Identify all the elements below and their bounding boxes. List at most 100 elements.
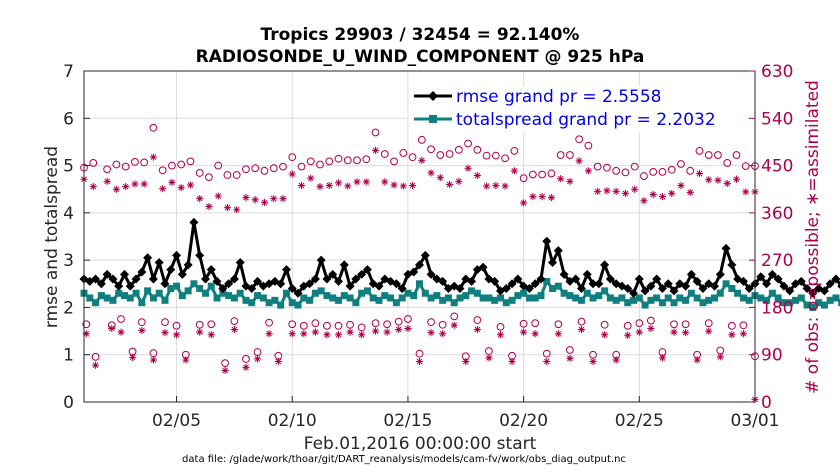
right-tick-label: 540 [761,109,793,129]
obs-assimilated-marker [566,177,574,185]
obs-assimilated-marker [538,192,546,201]
legend-rmse-text: rmse grand pr = 2.5558 [456,87,661,107]
rmse-point [825,279,835,289]
rmse-point [542,236,552,246]
obs-possible-marker [727,321,736,330]
obs-possible-marker [177,160,186,169]
obs-assimilated-marker [279,195,287,203]
totalspread-point [109,296,117,304]
left-tick-label: 0 [63,393,74,413]
totalspread-point [149,294,157,302]
obs-possible-marker [667,165,676,174]
obs-assimilated-marker [311,328,319,336]
obs-assimilated-marker [510,167,518,175]
obs-assimilated-marker [223,204,232,212]
rmse-point [409,267,419,277]
obs-assimilated-marker [233,206,241,214]
totalspread-point [502,299,510,307]
obs-possible-marker [584,141,593,150]
rmse-point [218,284,228,294]
obs-possible-marker [593,162,602,171]
rmse-point [571,274,581,284]
obs-assimilated-marker [681,329,690,337]
totalspread-point [618,294,626,302]
obs-possible-marker [334,154,343,163]
rmse-point [663,279,673,289]
obs-assimilated-marker [399,182,407,190]
obs-assimilated-marker [161,329,169,337]
totalspread-point [86,294,94,302]
rmse-point [524,284,534,294]
obs-possible-marker [640,172,648,180]
obs-possible-marker [362,155,371,164]
obs-possible-marker [556,151,565,159]
rmse-point [796,276,806,286]
totalspread-point [300,294,308,302]
left-tick-label: 3 [63,251,74,271]
rmse-point [91,274,101,284]
obs-assimilated-marker [251,196,259,204]
obs-assimilated-marker [439,330,447,338]
obs-assimilated-marker [436,174,444,182]
obs-possible-marker [186,157,195,166]
obs-assimilated-marker [149,153,158,161]
totalspread-point [317,287,325,295]
obs-possible-marker [168,161,176,170]
obs-possible-marker [501,154,510,163]
obs-possible-marker [565,151,574,159]
rmse-point [808,288,818,298]
obs-possible-marker [137,318,146,327]
obs-assimilated-marker [270,195,278,203]
obs-assimilated-marker [716,353,724,361]
right-tick-label: 180 [761,298,793,318]
rmse-point [166,265,176,275]
x-tick-label: 02/20 [499,411,548,431]
totalspread-point [473,289,481,297]
obs-assimilated-marker [577,325,586,334]
obs-assimilated-marker [131,180,139,188]
rmse-point [206,265,216,275]
totalspread-point [155,289,163,297]
obs-possible-marker [621,168,630,177]
totalspread-point [416,280,423,288]
totalspread-point [791,296,799,304]
obs-assimilated-marker [138,326,146,335]
rmse-point [576,284,586,294]
rmse-point [652,274,662,284]
obs-assimilated-marker [172,331,181,339]
rmse-point [334,276,344,286]
obs-possible-marker [353,156,361,165]
totalspread-point [722,280,730,288]
totalspread-point [352,299,360,307]
obs-possible-marker [417,135,426,144]
obs-assimilated-marker [742,188,750,196]
rmse-point [131,274,141,284]
obs-assimilated-marker [371,146,380,154]
left-axis: 0 1 2 3 4 5 6 7 [63,62,90,413]
obs-assimilated-marker [383,328,391,336]
obs-possible-marker [577,317,586,326]
totalspread-point [132,289,140,297]
right-axis: 0 90 180 270 360 450 540 630 [749,62,793,413]
obs-assimilated-marker [186,181,195,189]
obs-assimilated-marker [445,180,454,189]
rmse-point [756,272,766,282]
totalspread-point [404,289,412,297]
totalspread-point [664,294,672,302]
obs-possible-marker [450,312,459,321]
totalspread-point [190,280,198,288]
rmse-point [310,274,320,284]
totalspread-point [624,299,632,307]
totalspread-point [572,294,580,302]
obs-possible-marker [117,315,125,323]
rmse-point [744,284,754,294]
obs-assimilated-marker [122,182,130,191]
totalspread-point [757,294,765,302]
rmse-point [351,274,361,284]
obs-possible-marker [390,157,398,166]
obs-assimilated-marker [346,328,354,336]
obs-possible-marker [623,321,632,330]
obs-possible-marker [205,173,213,182]
obs-possible-marker [635,319,644,328]
left-tick-label: 6 [63,109,74,129]
